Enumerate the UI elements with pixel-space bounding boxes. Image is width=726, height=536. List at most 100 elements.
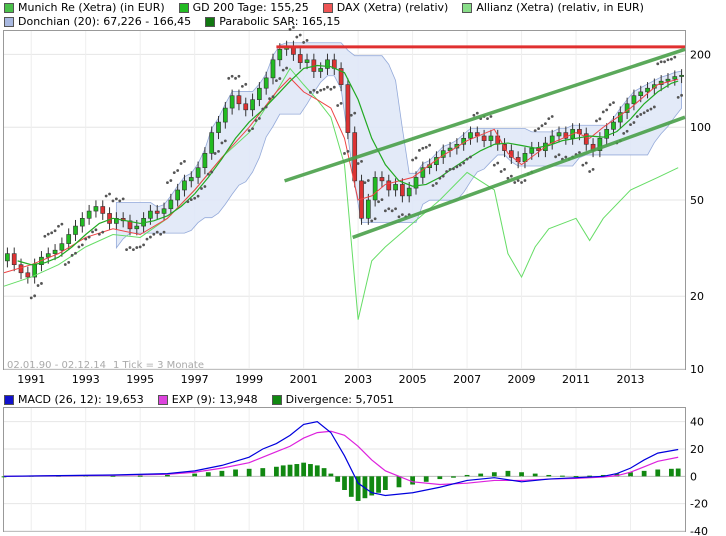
sar-dot — [244, 82, 248, 86]
x-axis-ticks: 1991 1993 1995 1997 1999 2001 2003 2005 2007 2009… — [17, 373, 644, 386]
sar-dot — [673, 55, 677, 59]
sar-dot — [36, 284, 40, 287]
candle-body — [638, 91, 644, 97]
sar-dot — [612, 101, 615, 105]
divergence-bar — [478, 473, 484, 477]
sar-dot — [172, 171, 176, 175]
candle-body — [59, 243, 65, 251]
sar-dot — [550, 115, 554, 118]
candle-body — [148, 210, 153, 219]
legend-price-item: Allianz (Xetra) (relativ, in EUR) — [462, 1, 644, 14]
divergence-bar — [328, 473, 334, 477]
candle-body — [379, 177, 385, 182]
legend-label: MACD (26, 12): 19,653 — [18, 393, 144, 406]
legend-macd-item: EXP (9): 13,948 — [157, 393, 258, 406]
sar-dot — [145, 237, 149, 241]
divergence-bar — [335, 476, 341, 482]
sar-dot — [74, 251, 77, 255]
divergence-bar — [423, 476, 429, 482]
divergence-bar — [274, 466, 279, 477]
candle-body — [161, 208, 167, 214]
sar-dot — [656, 62, 660, 66]
divergence-bar — [532, 473, 538, 477]
candle-body — [631, 95, 637, 105]
x-tick-label: 2001 — [290, 373, 318, 386]
candle-body — [672, 76, 678, 80]
sar-dot — [77, 245, 81, 249]
sar-dot — [336, 104, 340, 107]
macd-grid — [4, 408, 685, 532]
candle-body — [243, 103, 249, 111]
divergence-bar — [464, 474, 470, 477]
sar-dot — [591, 168, 595, 171]
divergence-bar — [382, 476, 388, 490]
divergence-bar — [451, 476, 456, 478]
sar-dot — [234, 76, 237, 80]
sar-dot — [564, 155, 568, 159]
sar-dot — [353, 111, 357, 115]
sar-dot — [227, 76, 231, 80]
divergence-bar — [573, 476, 579, 478]
sar-dot — [452, 167, 455, 171]
sar-dot — [80, 243, 84, 247]
sar-dot — [63, 263, 67, 266]
sar-dot — [217, 149, 220, 153]
sar-dot — [223, 139, 227, 143]
sar-dot — [469, 155, 472, 159]
sar-dot — [424, 145, 428, 149]
sar-dot — [312, 88, 316, 92]
legend-swatch — [271, 394, 282, 405]
divergence-bar — [641, 470, 647, 477]
sar-dot — [70, 253, 74, 257]
sar-dot — [131, 248, 135, 252]
macd-y-tick-label: -20 — [690, 498, 708, 511]
divergence-bar — [587, 475, 593, 477]
candle-body — [209, 132, 215, 154]
divergence-bar — [308, 464, 313, 477]
sar-dot — [516, 179, 520, 182]
y-tick-label: 50 — [690, 194, 704, 207]
sar-dot — [281, 68, 285, 72]
sar-dot — [118, 199, 122, 203]
sar-dot — [366, 179, 370, 182]
sar-dot — [29, 296, 33, 300]
sar-dot — [652, 105, 656, 109]
divergence-bar — [376, 476, 381, 493]
candle-body — [624, 103, 630, 113]
sar-dot — [138, 245, 142, 249]
sar-dot — [213, 152, 217, 155]
sar-dot — [400, 213, 404, 217]
sar-dot — [295, 35, 299, 39]
sar-dot — [240, 85, 244, 88]
sar-dot — [540, 124, 544, 128]
y-axis-ticks: 200 100 50 20 10 — [690, 48, 711, 376]
divergence-bar — [246, 468, 252, 477]
candle-body — [304, 59, 310, 63]
macd-lines — [3, 421, 679, 497]
sar-dot — [193, 196, 197, 200]
sar-dot — [486, 117, 489, 120]
divergence-bar — [314, 465, 320, 477]
candle-body — [45, 253, 51, 258]
sar-dot — [264, 105, 268, 109]
x-tick-label: 1995 — [126, 373, 154, 386]
sar-dot — [329, 87, 333, 91]
sar-dot — [60, 222, 64, 226]
sar-dot — [292, 25, 295, 29]
sar-dot — [220, 141, 224, 145]
sar-dot — [537, 127, 540, 130]
legend-price-row2: Donchian (20): 67,226 - 166,45 Parabolic … — [4, 15, 340, 28]
sar-dot — [254, 119, 258, 122]
sar-dot — [465, 157, 469, 161]
divergence-bar — [355, 476, 361, 501]
x-tick-label: 1997 — [181, 373, 209, 386]
sar-dot — [84, 237, 88, 241]
sar-dot — [659, 60, 663, 64]
sar-dot — [608, 103, 612, 107]
sar-dot — [356, 162, 360, 165]
candle-body — [18, 264, 24, 274]
y-tick-label: 20 — [690, 290, 704, 303]
divergence-bar — [600, 474, 606, 477]
candle-body — [263, 77, 269, 89]
macd-panel-frame — [3, 407, 686, 532]
